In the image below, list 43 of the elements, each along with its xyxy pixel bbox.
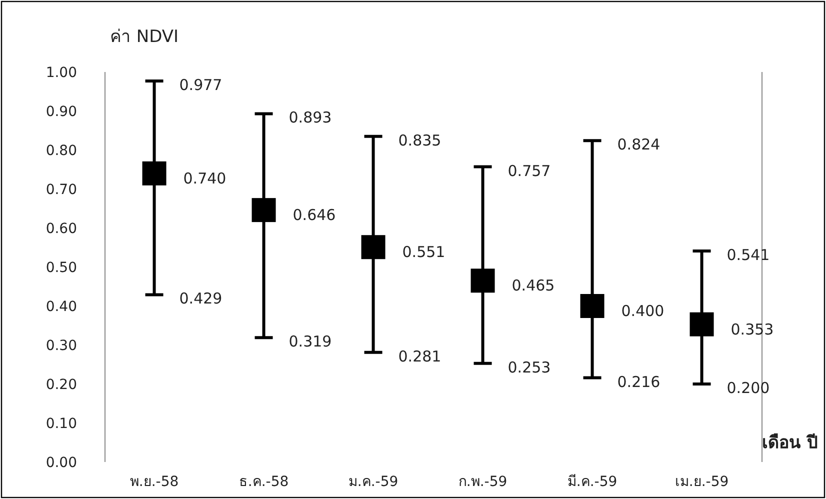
annotation: 0.835	[398, 131, 442, 150]
y-tick-label: 0.10	[46, 416, 77, 432]
data-label: 0.740	[183, 169, 226, 188]
y-tick-label: 0.70	[46, 182, 77, 198]
x-tick-label: ม.ค.-59	[348, 474, 398, 490]
annotation: 0.429	[179, 290, 222, 308]
point	[690, 312, 714, 336]
y-tick-label: 0.90	[46, 104, 77, 120]
data-label: 0.465	[512, 276, 555, 295]
x-tick-label: มี.ค.-59	[567, 474, 618, 490]
y-tick-label: 0.40	[46, 299, 77, 315]
point	[580, 294, 604, 318]
y-tick-label: 1.00	[46, 65, 77, 81]
annotation: 0.893	[288, 108, 332, 127]
x-tick-label: พ.ย.-58	[130, 474, 179, 490]
x-tick-label: ก.พ.-59	[458, 474, 508, 490]
data-label: 0.400	[621, 302, 664, 320]
y-tick-label: 0.60	[46, 221, 77, 237]
point	[142, 161, 166, 186]
y-axis-title: ค่า NDVI	[110, 27, 179, 47]
annotation: 0.319	[288, 332, 332, 351]
x-tick-label: เม.ย.-59	[674, 474, 729, 490]
y-tick-label: 0.30	[46, 338, 77, 354]
annotation: 0.200	[726, 379, 770, 397]
x-axis-title: เดือน ปี	[762, 432, 818, 453]
data-label: 0.551	[402, 243, 446, 262]
y-tick-label: 0.00	[46, 455, 77, 471]
annotation: 0.216	[617, 372, 660, 391]
y-tick-label: 0.80	[46, 143, 77, 159]
point	[361, 235, 386, 260]
annotation: 0.541	[726, 246, 770, 264]
annotation: 0.977	[179, 76, 222, 94]
point	[470, 268, 495, 293]
y-tick-label: 0.50	[46, 260, 77, 276]
data-label: 0.353	[730, 320, 774, 338]
annotation: 0.253	[508, 358, 551, 376]
annotation: 0.281	[398, 347, 442, 366]
annotation: 0.824	[617, 136, 660, 154]
y-tick-label: 0.20	[46, 377, 77, 393]
point	[252, 198, 276, 222]
data-label: 0.646	[292, 206, 336, 224]
annotation: 0.757	[508, 162, 551, 180]
x-tick-label: ธ.ค.-58	[238, 474, 289, 490]
